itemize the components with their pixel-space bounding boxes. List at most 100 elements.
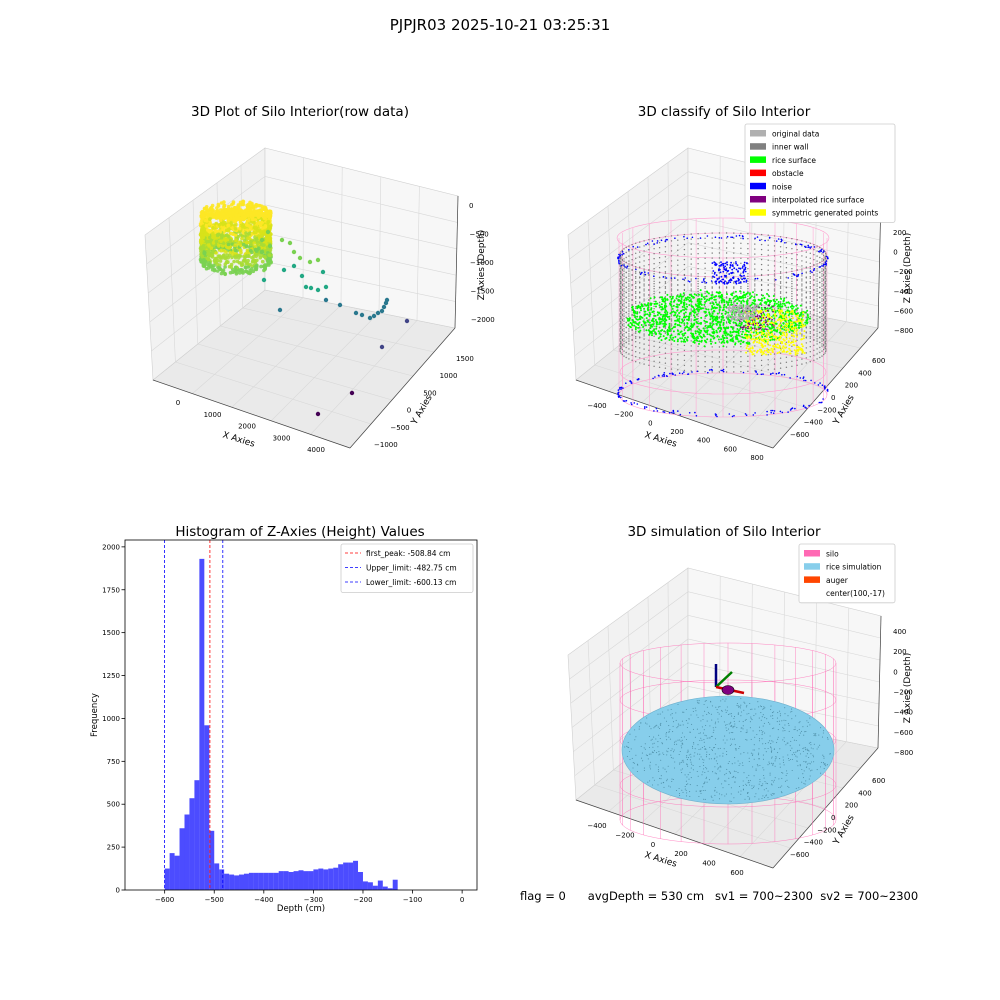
chart1-y-tick-label: −500: [390, 424, 409, 432]
data-point: [253, 247, 259, 253]
rice-surface-point: [655, 320, 658, 323]
inner-wall-point: [697, 238, 699, 240]
inner-wall-point: [625, 336, 627, 339]
data-point: [202, 258, 206, 262]
rice-surface-point: [742, 341, 745, 344]
inner-wall-point: [628, 283, 630, 285]
data-point: [229, 203, 234, 207]
inner-wall-point: [623, 320, 625, 322]
inner-wall-point: [704, 317, 706, 319]
inner-wall-point: [623, 308, 625, 310]
inner-wall-point: [718, 302, 721, 304]
rice-surface-point: [651, 319, 654, 322]
inner-wall-point: [718, 267, 721, 269]
inner-wall-point: [801, 330, 803, 332]
noise-point: [807, 244, 809, 247]
inner-wall-point: [825, 304, 827, 306]
inner-wall-point: [785, 257, 788, 259]
inner-wall-point: [740, 336, 742, 338]
inner-wall-point: [821, 283, 823, 285]
inner-wall-point: [809, 257, 811, 259]
noise-point: [738, 234, 741, 237]
rice-surface-point: [706, 333, 709, 336]
inner-wall-point: [653, 263, 655, 265]
noise-point: [735, 235, 738, 237]
inner-wall-point: [809, 296, 811, 298]
rice-surface-point: [674, 335, 677, 338]
inner-wall-point: [653, 360, 655, 362]
rice-surface-point: [719, 326, 722, 329]
data-point: [233, 248, 238, 252]
data-point: [241, 259, 246, 263]
noise-point: [720, 237, 723, 239]
inner-wall-point: [740, 232, 742, 234]
rice-surface-point: [773, 338, 776, 341]
inner-wall-point: [809, 337, 811, 339]
inner-wall-point: [825, 309, 827, 311]
rice-surface-point: [722, 336, 725, 339]
noise-point: [754, 412, 756, 414]
noise-point: [787, 411, 789, 413]
inner-wall-point: [754, 288, 756, 290]
rice-surface-point: [736, 328, 739, 330]
noise-point: [721, 369, 724, 372]
inner-wall-point: [816, 260, 818, 262]
data-point: [238, 233, 243, 237]
data-point: [233, 233, 238, 238]
inner-wall-point: [754, 360, 756, 362]
noise-point: [710, 280, 713, 282]
rice-surface-point: [648, 321, 651, 324]
inner-wall-point: [779, 276, 782, 278]
inner-wall-point: [754, 293, 756, 295]
inner-wall-point: [690, 283, 692, 285]
rice-surface-point: [761, 335, 764, 338]
rice-surface-point: [666, 328, 669, 331]
inner-wall-point: [824, 256, 826, 258]
inner-wall-point: [639, 336, 641, 338]
inner-wall-point: [819, 296, 821, 299]
noise-point: [809, 247, 811, 249]
inner-wall-point: [740, 346, 742, 348]
inner-wall-point: [740, 292, 742, 294]
inner-wall-point: [740, 247, 742, 249]
rice-surface-point: [732, 297, 735, 300]
inner-wall-point: [697, 283, 699, 285]
inner-wall-point: [619, 337, 621, 340]
inner-wall-point: [690, 243, 692, 245]
inner-wall-point: [620, 266, 622, 268]
data-point: [268, 209, 273, 214]
inner-wall-point: [823, 319, 825, 322]
inner-wall-point: [664, 367, 667, 369]
noise-point: [678, 372, 681, 375]
inner-wall-point: [819, 311, 821, 314]
inner-wall-point: [821, 328, 823, 330]
noise-point: [772, 412, 775, 415]
data-point: [239, 267, 243, 272]
inner-wall-point: [816, 300, 818, 302]
inner-wall-point: [747, 280, 749, 282]
inner-wall-point: [643, 250, 645, 252]
inner-wall-point: [725, 237, 728, 239]
inner-wall-point: [631, 304, 633, 306]
inner-wall-point: [816, 295, 818, 297]
inner-wall-point: [711, 247, 713, 249]
inner-wall-point: [653, 350, 655, 352]
data-point: [267, 212, 272, 217]
chart1-x-tick-label: 3000: [273, 434, 291, 442]
grid-line: [197, 343, 393, 401]
inner-wall-point: [664, 276, 667, 278]
rice-surface-point: [636, 307, 639, 310]
inner-wall-point: [725, 287, 728, 289]
data-point: [229, 238, 233, 242]
noise-point: [645, 406, 648, 408]
rice-surface-point: [662, 322, 665, 325]
inner-wall-point: [670, 290, 673, 292]
noise-point: [752, 414, 755, 416]
noise-point: [629, 380, 631, 382]
inner-wall-point: [653, 283, 655, 285]
rice-surface-point: [720, 315, 723, 318]
inner-wall-point: [683, 293, 686, 296]
data-point: [371, 313, 377, 319]
data-point: [267, 261, 272, 265]
inner-wall-point: [801, 255, 803, 257]
